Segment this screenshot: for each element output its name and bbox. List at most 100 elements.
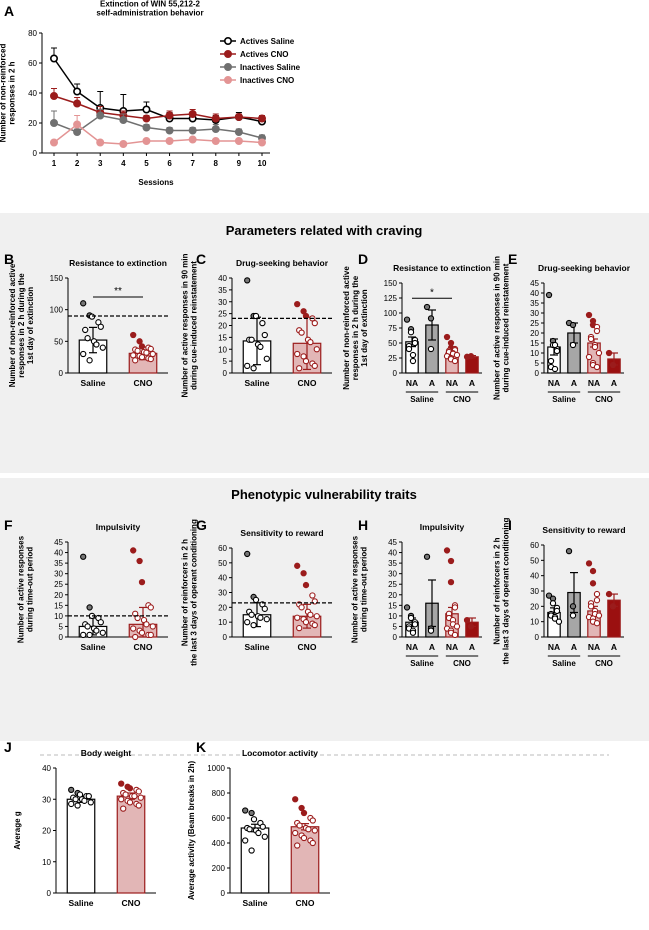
data-point [97,323,104,330]
data-point [595,612,603,619]
y-tick-label: 25 [530,319,539,328]
y-axis-label: Number of active responses in 90 minduri… [180,253,198,397]
data-point [82,326,89,334]
y-tick-label: 35 [388,559,397,568]
y-tick-label: 35 [530,299,539,308]
panel-letter: G [196,517,207,533]
data-point [130,331,137,339]
data-point [136,338,143,345]
data-point [467,353,475,360]
data-point [609,603,617,610]
series-line [53,95,263,120]
x-tick-label: A [429,378,435,388]
x-tick-label: 1 [52,159,57,168]
y-axis-label: Number of active responses in 90 minduri… [492,256,510,400]
panel-letter: D [358,251,368,267]
data-point [447,578,455,586]
data-point [248,611,255,618]
section-background-craving [0,213,649,473]
bar [66,798,96,894]
data-point [555,618,563,625]
data-point [120,805,127,812]
data-point [589,567,597,575]
panel-title: Sensitivity to reward [240,528,323,538]
data-point [298,804,305,812]
data-point [86,631,93,639]
data-point [453,623,461,630]
y-tick-label: 10 [530,618,539,627]
data-point [246,826,253,833]
panel-letter: F [4,517,13,533]
data-point [545,592,553,599]
data-point [165,126,174,135]
x-tick-label: A [611,378,617,388]
data-point [134,347,141,354]
data-point [137,794,144,801]
y-tick-label: 60 [218,544,227,553]
y-tick-label: 25 [218,310,227,319]
y-tick-label: 50 [530,556,539,565]
y-tick-label: 30 [530,309,539,318]
data-point [126,799,134,806]
data-point [242,837,249,844]
y-tick-label: 0 [59,369,64,378]
y-tick-label: 15 [388,601,397,610]
data-point [149,623,156,630]
series-inactives-saline [49,109,266,143]
data-point [259,319,266,327]
y-tick-label: 40 [218,274,227,283]
y-tick-label: 20 [530,602,539,611]
data-point [451,604,459,611]
data-point [593,590,601,598]
data-point [211,114,220,123]
y-tick-label: 20 [388,591,397,600]
data-point [143,349,150,356]
data-point [263,616,270,623]
data-point [585,560,593,567]
x-tick-label: A [611,642,617,652]
y-tick-label: 5 [393,622,398,631]
data-point [138,578,146,586]
panel-letter: C [196,251,206,267]
y-tick-label: 30 [388,570,397,579]
data-point [142,123,151,132]
y-axis-label: Number of active responsesduring time-ou… [350,535,368,643]
data-point [313,613,320,620]
x-tick-label: Saline [80,378,105,388]
data-point [296,624,303,632]
y-tick-label: 0 [33,149,38,158]
data-point [49,92,58,101]
panel-title: Impulsivity [420,522,465,532]
series-actives-cno [49,88,266,123]
data-point [80,553,87,560]
y-tick-label: 25 [388,580,397,589]
y-axis-label: Average g [13,811,22,850]
y-tick-label: 45 [530,279,539,288]
data-point [49,54,58,63]
data-point [96,111,105,120]
data-point [307,338,314,346]
y-tick-label: 40 [530,289,539,298]
legend-marker [224,76,233,85]
x-tick-label: NA [446,378,458,388]
data-point [85,792,92,800]
data-point [136,557,143,565]
y-tick-label: 10 [54,612,63,621]
y-tick-label: 15 [530,339,539,348]
x-tick-label: CNO [296,898,315,908]
y-tick-label: 60 [28,59,37,68]
y-tick-label: 0 [59,633,64,642]
data-point [294,300,301,308]
data-point [252,596,260,604]
panel-letter: B [4,251,14,267]
y-tick-label: 20 [218,603,227,612]
x-tick-label: 2 [75,159,80,168]
data-point [142,105,151,114]
data-point [132,633,139,641]
panel-G: G Sensitivity to reward Number of reinforc… [180,517,332,666]
data-point [545,291,553,299]
x-tick-label: A [469,642,475,652]
panel-title: Resistance to extinction [393,263,491,273]
y-tick-label: 100 [384,309,398,318]
y-tick-label: 40 [42,764,51,773]
